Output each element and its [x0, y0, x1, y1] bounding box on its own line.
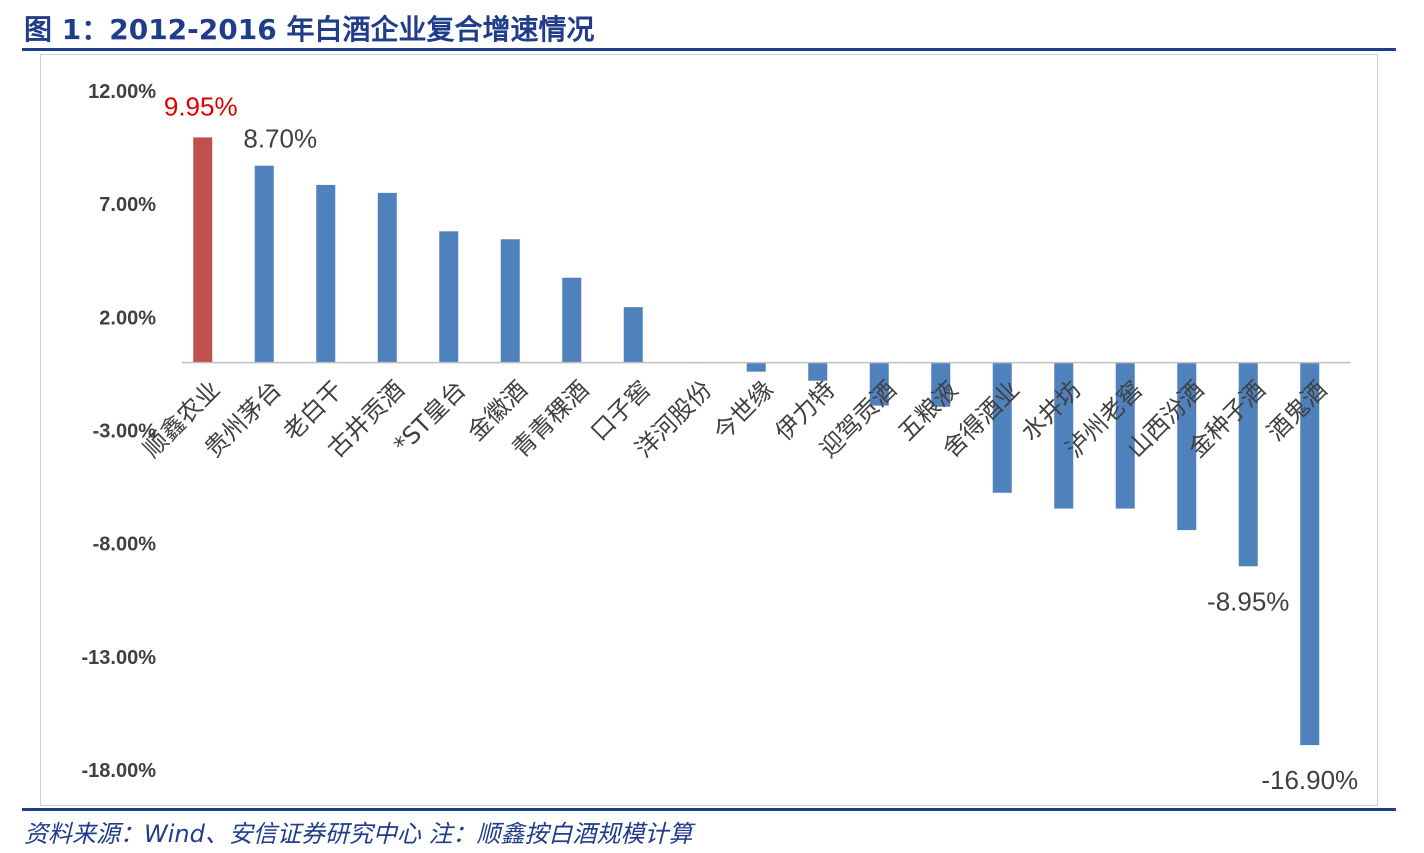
y-tick-label: -3.00% — [93, 421, 157, 443]
title-rule — [22, 48, 1396, 51]
bar — [869, 362, 889, 406]
bar — [377, 192, 397, 363]
y-tick-label: 12.00% — [88, 81, 156, 103]
y-tick-label: -13.00% — [82, 647, 157, 669]
data-label: -8.95% — [1207, 586, 1289, 616]
bar — [746, 362, 766, 372]
y-tick-label: -18.00% — [82, 760, 157, 782]
bar — [193, 137, 213, 363]
bar — [439, 231, 459, 363]
data-label: -16.90% — [1261, 765, 1358, 795]
chart-frame — [40, 54, 1378, 806]
y-tick-label: 2.00% — [99, 307, 156, 329]
figure-title: 图 1：2012-2016 年白酒企业复合增速情况 — [24, 13, 595, 46]
y-tick-label: -8.00% — [93, 534, 157, 556]
bar — [254, 165, 274, 363]
bar — [808, 362, 828, 381]
footer-rule — [22, 808, 1396, 811]
bar — [316, 184, 336, 363]
bar — [1300, 362, 1320, 746]
bar — [562, 277, 582, 363]
bar — [931, 362, 951, 407]
bar — [1115, 362, 1135, 509]
data-label: 8.70% — [243, 124, 317, 154]
data-label: 9.95% — [164, 91, 238, 121]
bar — [1054, 362, 1074, 509]
bar — [623, 307, 643, 363]
category-label: 酒鬼酒 — [1262, 375, 1333, 446]
bar — [1238, 362, 1258, 567]
bar — [500, 239, 520, 363]
bar — [1177, 362, 1197, 531]
bar — [992, 362, 1012, 493]
category-label: 今世缘 — [708, 375, 779, 446]
source-note: 资料来源：Wind、安信证券研究中心 注：顺鑫按白酒规模计算 — [24, 820, 693, 848]
y-tick-label: 7.00% — [99, 194, 156, 216]
